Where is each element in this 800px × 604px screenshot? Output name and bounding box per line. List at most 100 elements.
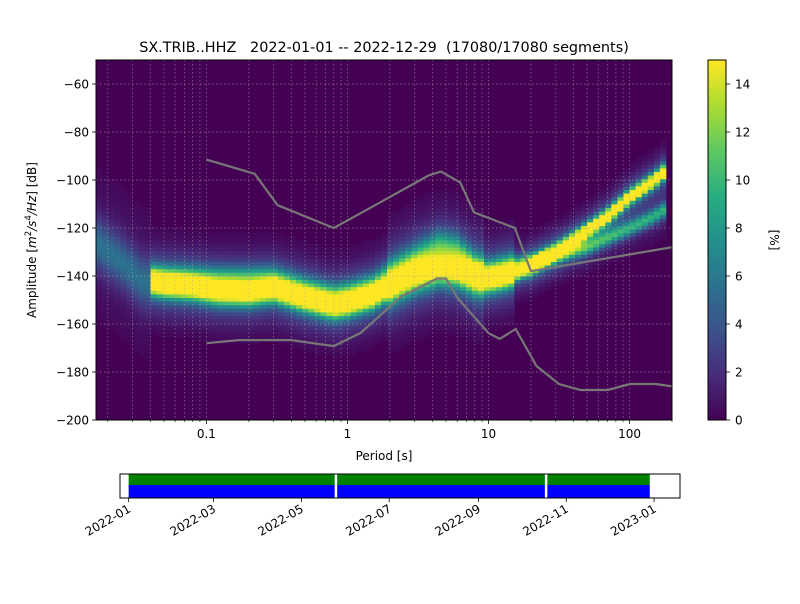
heatmap-cell	[653, 168, 661, 172]
heatmap-cell	[471, 272, 479, 277]
heatmap-cell	[593, 225, 600, 230]
heatmap-cell	[338, 351, 345, 356]
colorbar-tick-label: 0	[735, 414, 743, 428]
heatmap-cell	[290, 276, 297, 280]
heatmap-cell	[108, 290, 115, 295]
heatmap-cell	[217, 254, 224, 259]
heatmap-cell	[102, 294, 109, 298]
heatmap-cell	[302, 319, 309, 324]
heatmap-cell	[659, 222, 667, 226]
heatmap-cell	[368, 304, 376, 309]
heatmap-cell	[211, 333, 218, 338]
heatmap-cell	[174, 290, 182, 295]
heatmap-cell	[496, 308, 503, 313]
heatmap-cell	[126, 250, 133, 255]
heatmap-cell	[399, 232, 406, 237]
heatmap-cell	[532, 229, 540, 234]
heatmap-cell	[587, 204, 594, 208]
heatmap-cell	[556, 214, 564, 219]
heatmap-cell	[314, 243, 321, 248]
heatmap-cell	[229, 279, 236, 284]
heatmap-cell	[302, 315, 309, 320]
heatmap-cell	[217, 312, 224, 316]
heatmap-cell	[102, 189, 109, 194]
heatmap-cell	[259, 240, 267, 244]
heatmap-cell	[417, 272, 424, 277]
y-label-part: ] [dB]	[25, 162, 39, 196]
heatmap-cell	[502, 312, 509, 316]
heatmap-cell	[465, 222, 473, 226]
heatmap-cell	[102, 279, 109, 284]
heatmap-cell	[241, 315, 248, 320]
heatmap-cell	[193, 312, 200, 316]
heatmap-cell	[290, 250, 297, 255]
heatmap-cell	[465, 322, 473, 327]
heatmap-cell	[199, 333, 206, 338]
heatmap-cell	[368, 340, 376, 345]
heatmap-cell	[150, 261, 158, 266]
heatmap-cell	[520, 276, 527, 280]
heatmap-cell	[162, 261, 170, 266]
heatmap-cell	[205, 283, 212, 288]
heatmap-cell	[290, 240, 297, 244]
heatmap-cell	[102, 286, 109, 291]
heatmap-cell	[587, 222, 594, 226]
heatmap-cell	[350, 344, 358, 349]
heatmap-cell	[308, 301, 315, 306]
heatmap-cell	[211, 308, 218, 313]
heatmap-cell	[180, 294, 188, 298]
heatmap-cell	[223, 279, 230, 284]
heatmap-cell	[277, 330, 285, 334]
heatmap-cell	[356, 333, 364, 338]
heatmap-cell	[126, 200, 133, 205]
heatmap-cell	[162, 240, 170, 244]
heatmap-cell	[138, 222, 145, 226]
heatmap-cell	[271, 261, 279, 266]
heatmap-cell	[290, 337, 297, 342]
heatmap-cell	[199, 286, 206, 291]
heatmap-cell	[332, 312, 339, 316]
heatmap-cell	[271, 283, 279, 288]
heatmap-cell	[205, 312, 212, 316]
heatmap-cell	[162, 229, 170, 234]
heatmap-cell	[623, 240, 630, 244]
heatmap-cell	[217, 319, 224, 324]
heatmap-cell	[283, 236, 291, 241]
heatmap-cell	[623, 225, 630, 230]
heatmap-cell	[120, 254, 127, 259]
heatmap-cell	[290, 312, 297, 316]
heatmap-cell	[253, 265, 261, 270]
heatmap-cell	[253, 272, 261, 277]
heatmap-cell	[399, 276, 406, 280]
heatmap-cell	[490, 225, 497, 230]
heatmap-cell	[659, 236, 667, 241]
heatmap-cell	[114, 301, 121, 306]
heatmap-cell	[568, 218, 576, 223]
heatmap-cell	[108, 254, 115, 259]
y-tick-label: −80	[64, 126, 89, 140]
heatmap-cell	[174, 326, 182, 331]
heatmap-cell	[574, 204, 582, 208]
heatmap-cell	[629, 178, 637, 183]
heatmap-cell	[144, 290, 151, 295]
heatmap-cell	[241, 283, 248, 288]
heatmap-cell	[265, 308, 273, 313]
heatmap-cell	[162, 276, 170, 280]
heatmap-cell	[138, 330, 145, 334]
heatmap-cell	[271, 258, 279, 262]
heatmap-cell	[423, 279, 430, 284]
heatmap-cell	[174, 330, 182, 334]
heatmap-cell	[168, 236, 176, 241]
heatmap-cell	[344, 297, 352, 302]
heatmap-cell	[132, 337, 139, 342]
heatmap-cell	[150, 308, 158, 313]
heatmap-cell	[532, 236, 540, 241]
heatmap-cell	[387, 322, 394, 327]
heatmap-cell	[205, 326, 212, 331]
heatmap-cell	[417, 268, 424, 273]
y-label-part: m	[25, 236, 39, 248]
heatmap-cell	[180, 258, 188, 262]
heatmap-cell	[314, 258, 321, 262]
heatmap-cell	[599, 261, 606, 266]
heatmap-cell	[332, 250, 339, 255]
